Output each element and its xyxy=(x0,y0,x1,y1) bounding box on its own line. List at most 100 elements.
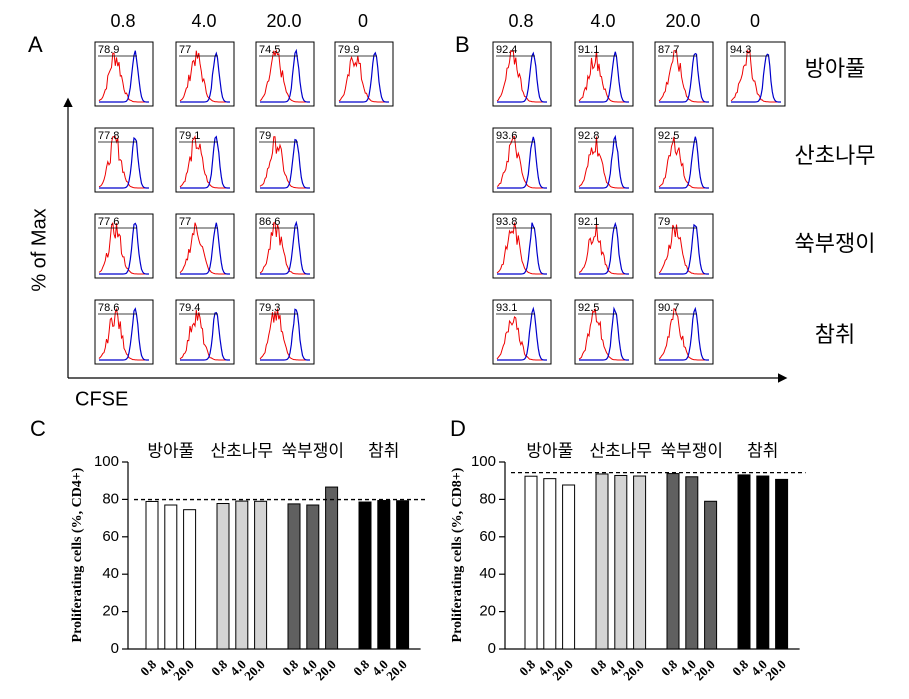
row-label: 산초나무 xyxy=(795,143,876,168)
red-curve xyxy=(578,50,629,103)
column-label: 20.0 xyxy=(665,11,700,31)
red-curve xyxy=(658,224,709,275)
column-label: 4.0 xyxy=(191,11,216,31)
histogram: 86.6 xyxy=(255,213,315,279)
bar xyxy=(666,473,680,650)
gate-value: 91.1 xyxy=(578,44,599,56)
bar xyxy=(145,500,159,650)
bar xyxy=(235,500,249,650)
blue-curve xyxy=(579,306,629,361)
gate-value: 92.1 xyxy=(578,216,599,228)
histogram: 74.5 xyxy=(255,41,315,107)
y-axis-label: Proliferating cells (%, CD8+) xyxy=(450,467,465,642)
bar xyxy=(524,475,538,650)
red-curve xyxy=(179,135,230,189)
group-label: 방아풀 xyxy=(526,441,573,460)
column-label: 4.0 xyxy=(590,11,615,31)
histogram: 92.5 xyxy=(654,127,714,193)
bar xyxy=(595,473,609,650)
blue-curve xyxy=(180,51,230,103)
blue-curve xyxy=(99,136,149,189)
blue-curve xyxy=(497,51,547,103)
gate-value: 90.7 xyxy=(658,302,679,314)
gate-value: 92.5 xyxy=(578,302,599,314)
blue-curve xyxy=(659,306,709,361)
histogram: 77.6 xyxy=(94,213,154,279)
gate-value: 78.9 xyxy=(98,44,119,56)
gate-value: 92.5 xyxy=(658,130,679,142)
red-curve xyxy=(259,136,310,189)
red-curve xyxy=(730,49,781,103)
blue-curve xyxy=(579,51,629,103)
histogram: 79.1 xyxy=(175,127,235,193)
column-label: 0 xyxy=(750,11,760,31)
histogram-frame xyxy=(255,41,315,107)
x-axis-label: CFSE xyxy=(75,388,128,410)
blue-curve xyxy=(99,222,149,275)
column-label: 0.8 xyxy=(508,11,533,31)
red-curve xyxy=(98,136,149,189)
y-tick-label: 80 xyxy=(102,490,119,507)
y-tick-label: 40 xyxy=(479,565,496,582)
bar xyxy=(164,504,178,650)
blue-curve xyxy=(497,222,547,275)
red-curve xyxy=(496,136,547,189)
bar xyxy=(358,501,372,650)
bar xyxy=(704,500,718,650)
y-tick-label: 60 xyxy=(479,528,496,545)
histogram: 90.7 xyxy=(654,299,714,365)
red-curve xyxy=(578,223,629,275)
red-curve xyxy=(578,136,629,189)
gate-value: 77.8 xyxy=(98,130,119,142)
blue-curve xyxy=(260,308,310,361)
histogram: 78.9 xyxy=(94,41,154,107)
blue-curve xyxy=(180,222,230,275)
bar xyxy=(183,509,197,650)
group-label: 쑥부쟁이 xyxy=(282,441,345,460)
blue-curve xyxy=(497,306,547,361)
gate-value: 92.4 xyxy=(496,44,517,56)
histogram-frame xyxy=(492,127,552,193)
histogram: 93.6 xyxy=(492,127,552,193)
histogram-frame xyxy=(255,127,315,193)
panel-label: D xyxy=(450,416,466,441)
histogram: 92.1 xyxy=(574,213,634,279)
blue-curve xyxy=(731,53,781,103)
group-label: 방아풀 xyxy=(147,441,194,460)
red-curve xyxy=(179,50,230,103)
histogram-frame xyxy=(255,299,315,365)
histogram-frame xyxy=(94,127,154,193)
gate-value: 78.6 xyxy=(98,302,119,314)
gate-value: 77.6 xyxy=(98,216,119,228)
bar xyxy=(287,503,301,650)
y-tick-label: 0 xyxy=(111,640,119,657)
red-curve xyxy=(259,48,310,103)
histogram-frame xyxy=(492,213,552,279)
histogram: 92.5 xyxy=(574,299,634,365)
histogram: 87.7 xyxy=(654,41,714,107)
gate-value: 93.6 xyxy=(496,130,517,142)
red-curve xyxy=(496,315,547,361)
histogram-frame xyxy=(94,213,154,279)
bar xyxy=(396,500,410,650)
blue-curve xyxy=(339,51,389,103)
gate-value: 79 xyxy=(259,130,271,142)
group-label: 참취 xyxy=(368,441,399,460)
gate-value: 77 xyxy=(179,44,191,56)
gate-value: 79.9 xyxy=(338,44,359,56)
red-curve xyxy=(658,136,709,189)
y-tick-label: 20 xyxy=(102,603,119,620)
x-tick-label: 20.0 xyxy=(383,657,410,684)
x-tick-label: 20.0 xyxy=(620,657,647,684)
histogram: 79 xyxy=(654,213,714,279)
x-tick-label: 20.0 xyxy=(762,657,789,684)
histogram: 93.8 xyxy=(492,213,552,279)
blue-curve xyxy=(180,135,230,189)
histogram: 93.1 xyxy=(492,299,552,365)
column-label: 0 xyxy=(358,11,368,31)
histogram-frame xyxy=(654,299,714,365)
group-label: 참취 xyxy=(747,441,778,460)
red-curve xyxy=(179,309,230,361)
red-curve xyxy=(496,222,547,275)
